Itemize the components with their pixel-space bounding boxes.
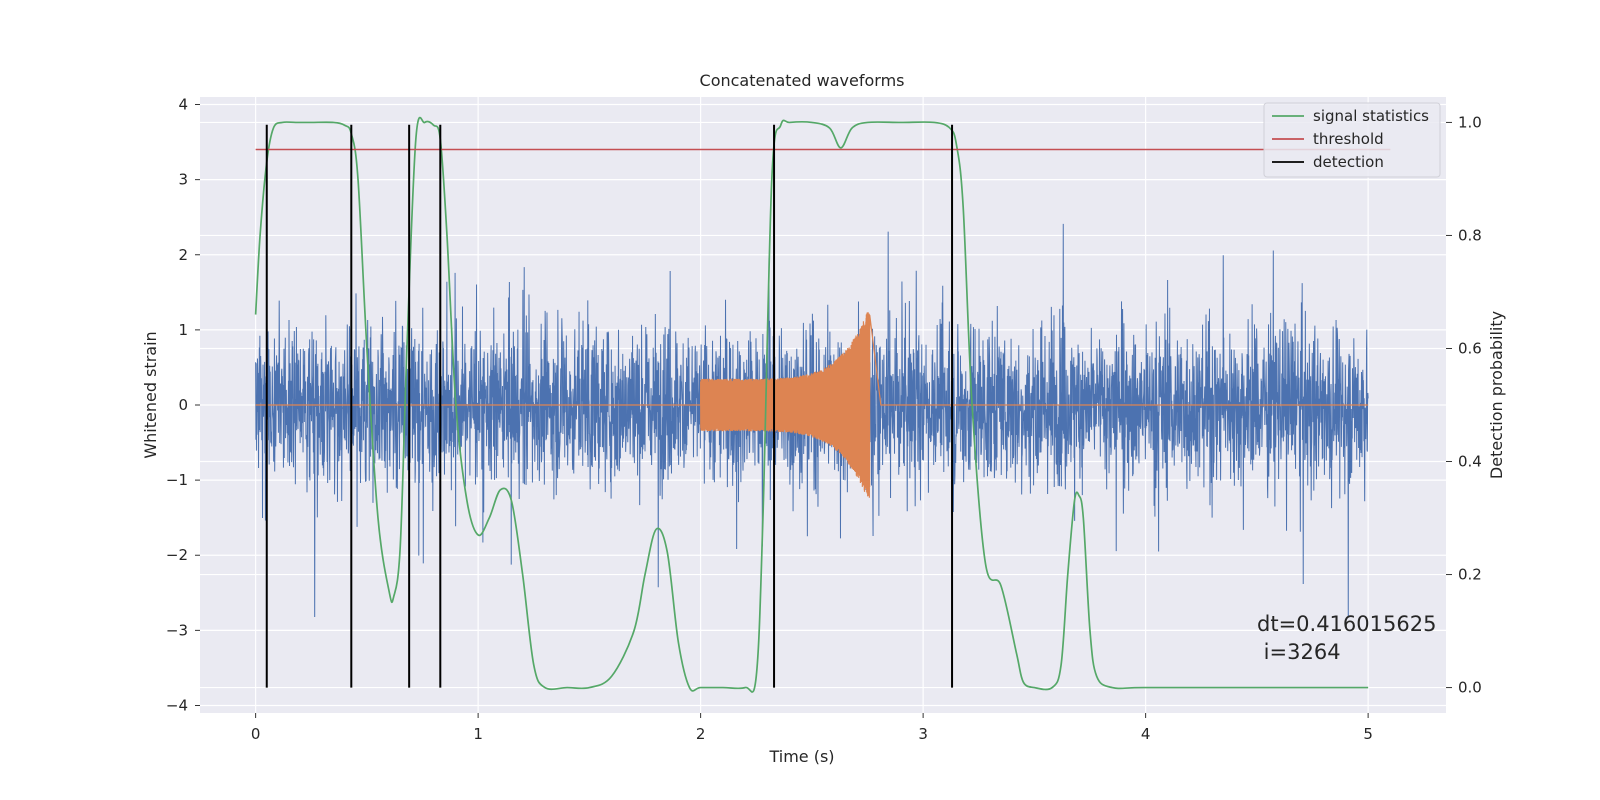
x-axis-ticks: 0 1 2 3 4 5: [251, 713, 1373, 743]
left-y-tick-label: 1: [178, 321, 188, 339]
left-y-tick-label: 4: [178, 96, 188, 114]
left-y-tick-label: −3: [166, 621, 188, 639]
left-y-tick-label: 0: [178, 396, 188, 414]
plot-area: [254, 116, 1391, 693]
right-y-axis-ticks: 0.0 0.2 0.4 0.6 0.8 1.0: [1446, 113, 1482, 697]
x-tick-label: 1: [473, 725, 483, 743]
x-tick-label: 0: [251, 725, 261, 743]
x-axis-label: Time (s): [768, 747, 834, 766]
x-tick-label: 5: [1363, 725, 1373, 743]
detection-lines: [265, 124, 954, 688]
right-y-tick-label: 0.6: [1458, 339, 1482, 357]
legend-label-detection: detection: [1313, 153, 1384, 171]
left-y-tick-label: 3: [178, 171, 188, 189]
left-y-axis-label: Whitened strain: [141, 331, 160, 458]
signal-statistics-series-line: [254, 116, 1369, 693]
right-y-tick-label: 1.0: [1458, 113, 1482, 131]
template-series-line: [255, 312, 1369, 498]
x-tick-label: 2: [696, 725, 706, 743]
right-y-tick-label: 0.0: [1458, 679, 1482, 697]
right-y-axis-label: Detection probability: [1487, 311, 1506, 479]
x-tick-label: 3: [918, 725, 928, 743]
legend: signal statistics threshold detection: [1263, 102, 1441, 178]
x-tick-label: 4: [1141, 725, 1151, 743]
annotation-index: i=3264: [1257, 640, 1341, 664]
right-y-tick-label: 0.8: [1458, 226, 1482, 244]
left-y-axis-ticks: −4 −3 −2 −1 0 1 2 3 4: [166, 96, 200, 714]
legend-label-signal-statistics: signal statistics: [1313, 107, 1429, 125]
annotation-dt: dt=0.416015625: [1257, 612, 1436, 636]
legend-box: [1263, 102, 1441, 178]
left-y-tick-label: −2: [166, 546, 188, 564]
legend-label-threshold: threshold: [1313, 130, 1384, 148]
chart-title: Concatenated waveforms: [700, 71, 905, 90]
right-y-tick-label: 0.2: [1458, 566, 1482, 584]
left-y-tick-label: −4: [166, 696, 188, 714]
left-y-tick-label: 2: [178, 246, 188, 264]
right-y-tick-label: 0.4: [1458, 453, 1482, 471]
left-y-tick-label: −1: [166, 471, 188, 489]
